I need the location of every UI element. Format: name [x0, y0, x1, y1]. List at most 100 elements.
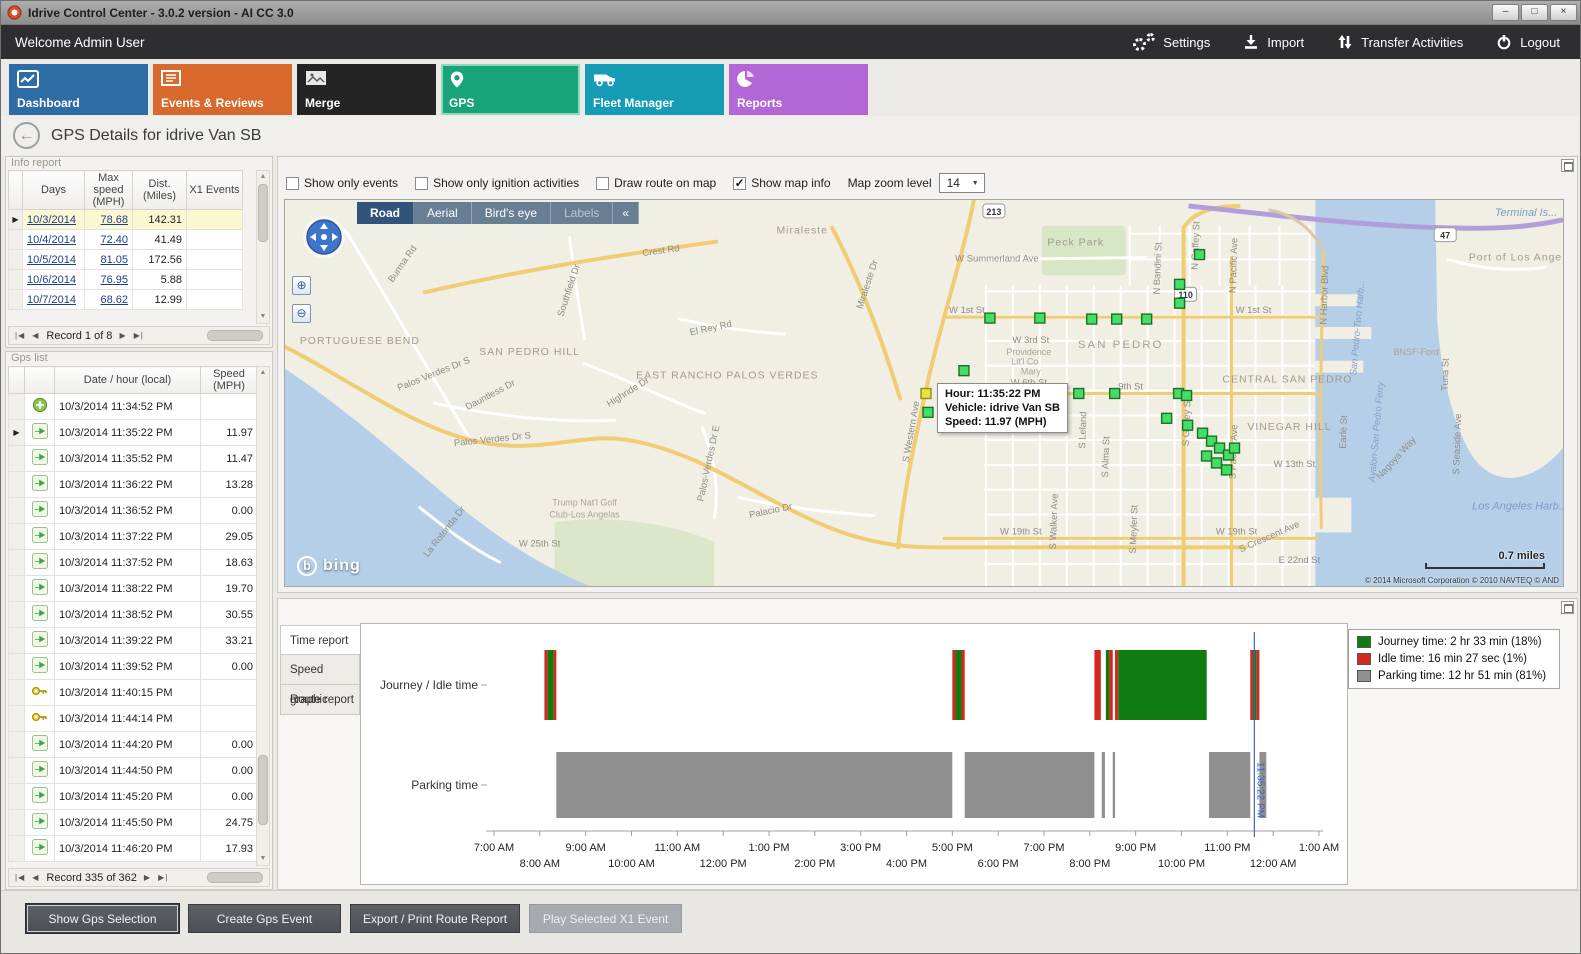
gps-list-row[interactable]: 10/3/2014 11:44:14 PM [8, 705, 258, 732]
next-record-button[interactable]: ▶ [119, 331, 127, 340]
chart-bar-journey[interactable] [1105, 650, 1110, 720]
checkbox-draw-route-on-map[interactable]: Draw route on map [596, 176, 716, 190]
pager-scrollbar[interactable] [207, 330, 263, 341]
window-titlebar[interactable]: Idrive Control Center - 3.0.2 version - … [1, 1, 1580, 25]
map-zoom-in-button[interactable]: ⊕ [292, 276, 311, 295]
info-report-row[interactable]: 10/6/2014 76.95 5.88 [8, 269, 243, 290]
chart-bar-idle[interactable] [952, 650, 956, 720]
gps-map-marker[interactable] [1205, 435, 1218, 447]
checkbox-show-only-events[interactable]: Show only events [286, 176, 398, 190]
checkbox-box[interactable] [415, 176, 429, 190]
gps-map-marker[interactable] [1160, 412, 1173, 424]
checkbox-show-map-info[interactable]: ✓ Show map info [733, 175, 831, 190]
gps-map-marker[interactable] [1193, 248, 1206, 261]
export-print-route-report-button[interactable]: Export / Print Route Report [350, 904, 521, 933]
back-button[interactable]: ← [13, 122, 40, 149]
chart-tab-route-report[interactable]: Route report [280, 685, 360, 715]
map-canvas[interactable]: Miraleste Peck Park W Summerland Ave Crest … [284, 199, 1564, 587]
col-distance[interactable]: Dist. (Miles) [132, 170, 187, 210]
gps-map-marker[interactable] [1034, 312, 1046, 324]
last-record-button[interactable]: ▶| [158, 873, 169, 882]
gps-list-row[interactable]: 10/3/2014 11:38:52 PM 30.55 [8, 601, 258, 628]
max-speed-link[interactable]: 72.40 [84, 229, 133, 250]
scroll-up-icon[interactable]: ▲ [259, 369, 267, 376]
gps-list-row[interactable]: 10/3/2014 11:36:22 PM 13.28 [8, 471, 258, 498]
first-record-button[interactable]: |◀ [15, 873, 26, 882]
gps-map-marker[interactable] [958, 365, 970, 377]
gps-map-marker[interactable] [984, 312, 996, 324]
transfer-activities-button[interactable]: Transfer Activities [1336, 34, 1463, 51]
map-zoom-select[interactable]: 14 [938, 173, 985, 193]
day-link[interactable]: 10/4/2014 [22, 229, 85, 250]
col-datetime[interactable]: Date / hour (local) [54, 366, 201, 394]
maximize-button[interactable]: □ [1521, 4, 1548, 21]
time-report-chart[interactable]: 7:00 AM 8:00 AM 9:00 AM 10:00 AM 11:00 AM 12:… [360, 623, 1348, 885]
gps-list-row[interactable]: 10/3/2014 11:39:52 PM 0.00 [8, 653, 258, 680]
chart-bar-journey[interactable] [1118, 650, 1207, 720]
max-speed-link[interactable]: 81.05 [84, 249, 133, 270]
max-speed-link[interactable]: 78.68 [84, 209, 133, 230]
chart-bar-idle[interactable] [961, 650, 965, 720]
prev-record-button[interactable]: ◀ [32, 331, 40, 340]
map-style-tab-aerial[interactable]: Aerial [414, 202, 472, 224]
chart-bar-idle[interactable] [544, 650, 548, 720]
play-selected-x1-event-button[interactable]: Play Selected X1 Event [529, 904, 683, 933]
gps-map-marker[interactable] [1228, 442, 1241, 454]
scroll-up-icon[interactable]: ▲ [259, 173, 267, 180]
gps-map-marker[interactable] [1109, 387, 1121, 400]
gps-map-marker[interactable] [1213, 442, 1226, 454]
gps-list-scrollbar[interactable]: ▲ ▼ [256, 366, 270, 866]
chart-bar-idle[interactable] [1250, 650, 1253, 720]
map-panel-collapse-button[interactable] [1561, 159, 1574, 172]
gps-list-row[interactable]: 10/3/2014 11:38:22 PM 19.70 [8, 575, 258, 602]
chart-panel-collapse-button[interactable] [1561, 601, 1574, 614]
logout-button[interactable]: Logout [1495, 34, 1560, 51]
import-button[interactable]: Import [1242, 34, 1304, 51]
max-speed-link[interactable]: 76.95 [84, 269, 133, 290]
gps-map-marker[interactable] [1181, 419, 1194, 431]
show-gps-selection-button[interactable]: Show Gps Selection [26, 904, 179, 933]
scroll-down-icon[interactable]: ▼ [259, 313, 267, 320]
checkbox-box[interactable]: ✓ [733, 175, 747, 190]
info-report-row[interactable]: 10/7/2014 68.62 12.99 [8, 289, 243, 310]
gps-list-row[interactable]: 10/3/2014 11:40:15 PM [8, 679, 258, 706]
settings-button[interactable]: Settings [1133, 32, 1210, 52]
chart-tab-speed-graphic[interactable]: Speed graphic [280, 655, 360, 706]
gps-list-row[interactable]: 10/3/2014 11:46:20 PM 17.93 [8, 835, 258, 862]
chart-bar-parking[interactable] [556, 752, 953, 818]
chart-bar-parking[interactable] [1209, 752, 1251, 818]
gps-list-row[interactable]: 10/3/2014 11:44:50 PM 0.00 [8, 757, 258, 784]
map-style-tab-birdseye[interactable]: Bird's eye [471, 202, 551, 224]
gps-map-marker[interactable] [1220, 464, 1233, 476]
scroll-thumb[interactable] [258, 755, 268, 826]
day-link[interactable]: 10/5/2014 [22, 249, 85, 270]
checkbox-show-only-ignition-activities[interactable]: Show only ignition activities [415, 176, 579, 190]
tile-gps[interactable]: GPS [441, 64, 580, 115]
gps-list-row[interactable]: 10/3/2014 11:45:50 PM 24.75 [8, 809, 258, 836]
info-report-row[interactable]: ▶ 10/3/2014 78.68 142.31 [8, 209, 243, 230]
chart-bar-parking[interactable] [1112, 752, 1116, 818]
col-max-speed[interactable]: Max speed (MPH) [84, 170, 133, 210]
tile-reports[interactable]: Reports [729, 64, 868, 115]
gps-list-row[interactable]: ▶ 10/3/2014 11:35:22 PM 11.97 [8, 419, 258, 446]
map-zoom-out-button[interactable]: ⊖ [292, 304, 311, 323]
info-report-row[interactable]: 10/5/2014 81.05 172.56 [8, 249, 243, 270]
info-report-row[interactable]: 10/4/2014 72.40 41.49 [8, 229, 243, 250]
chart-bar-idle[interactable] [1109, 650, 1113, 720]
first-record-button[interactable]: |◀ [15, 331, 26, 340]
tile-fleet-manager[interactable]: Fleet Manager [585, 64, 724, 115]
tile-dashboard[interactable]: Dashboard [9, 64, 148, 115]
col-days[interactable]: Days [22, 170, 85, 210]
next-record-button[interactable]: ▶ [143, 873, 152, 882]
map-style-tab-labels[interactable]: Labels [551, 202, 614, 224]
last-record-button[interactable]: ▶| [133, 331, 144, 340]
info-report-scrollbar[interactable]: ▲ ▼ [256, 170, 270, 324]
gps-map-marker[interactable] [1173, 278, 1186, 291]
gps-map-marker[interactable] [922, 406, 934, 419]
gps-list-row[interactable]: 10/3/2014 11:39:22 PM 33.21 [8, 627, 258, 654]
gps-map-marker[interactable] [1210, 457, 1223, 469]
prev-record-button[interactable]: ◀ [32, 873, 40, 882]
map-tabs-collapse-button[interactable]: « [613, 202, 640, 224]
chart-tab-time-report[interactable]: Time report [280, 625, 361, 655]
chart-bar-idle[interactable] [1256, 650, 1260, 720]
